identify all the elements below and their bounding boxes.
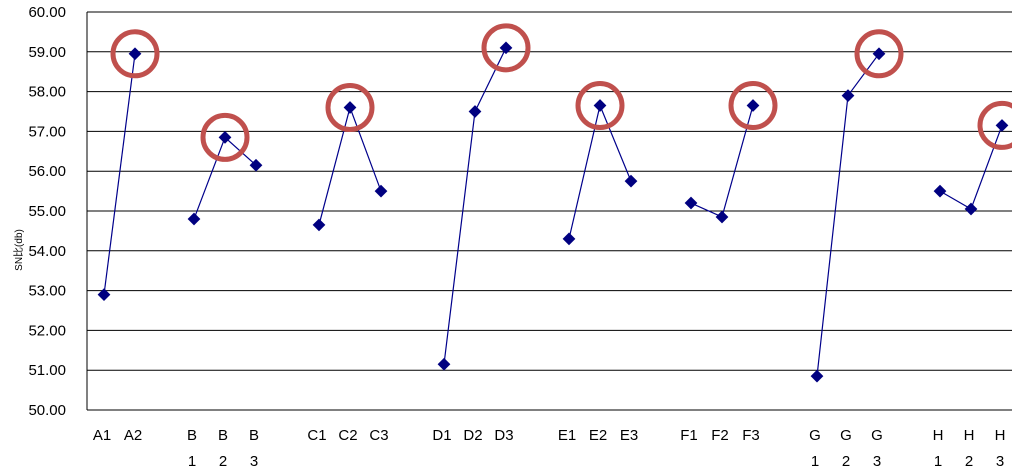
- highlight-circle: [325, 83, 375, 133]
- data-point: [343, 101, 357, 114]
- x-tick-label: F3: [742, 427, 760, 444]
- series-line: [939, 125, 1003, 210]
- series-line: [443, 47, 507, 365]
- data-point: [995, 119, 1009, 132]
- y-axis-label: SN比(db): [13, 229, 25, 271]
- x-tick-label: D3: [494, 427, 513, 444]
- y-tick-label: 50.00: [28, 402, 66, 419]
- data-point: [249, 158, 263, 172]
- y-tick-label: 58.00: [28, 84, 66, 101]
- highlight-circle: [728, 81, 778, 131]
- data-point: [715, 210, 729, 224]
- y-tick-label: 57.00: [28, 123, 66, 140]
- x-tick-label: F1: [680, 427, 698, 444]
- data-point: [128, 47, 142, 61]
- x-tick-label: E2: [589, 427, 607, 444]
- series-line: [318, 105, 382, 226]
- x-tick-label: C3: [369, 427, 388, 444]
- y-tick-label: 56.00: [28, 163, 66, 180]
- x-tick-label: E1: [558, 427, 576, 444]
- y-tick-label: 60.00: [28, 4, 66, 21]
- data-point: [218, 131, 232, 144]
- x-tick-label: C2: [338, 427, 357, 444]
- highlight-circle: [854, 29, 904, 79]
- x-tick-label: D2: [463, 427, 482, 444]
- highlight-circle: [200, 112, 250, 162]
- highlight-circle: [481, 23, 531, 73]
- highlight-circles: [110, 23, 1012, 162]
- series: [97, 41, 1009, 383]
- data-point: [593, 99, 607, 112]
- data-point: [374, 184, 388, 198]
- grid: [86, 11, 1012, 411]
- x-tick-label: C1: [307, 427, 326, 444]
- data-point: [468, 105, 482, 118]
- y-tick-label: 51.00: [28, 362, 66, 379]
- data-point: [810, 369, 824, 383]
- data-point: [872, 47, 886, 61]
- series-line: [103, 53, 136, 295]
- data-point: [187, 212, 201, 226]
- x-tick-labels: A1 A2 B 1 B 2 B 3 C1 C2 C3 D1 D2 D3 E1 E2 E3 F1 F2 F3 G 1 G 2 G 3…: [93, 427, 1006, 470]
- x-tick-label: A1: [93, 427, 111, 444]
- series-line: [816, 53, 880, 377]
- y-tick-label: 54.00: [28, 243, 66, 260]
- data-point: [499, 41, 513, 55]
- data-point: [312, 218, 326, 232]
- x-tick-label: F2: [711, 427, 729, 444]
- highlight-circle: [575, 81, 625, 131]
- data-point: [97, 288, 111, 301]
- data-point: [437, 357, 451, 371]
- x-tick-label: D1: [432, 427, 451, 444]
- data-point: [562, 232, 576, 246]
- data-point: [964, 202, 978, 216]
- data-point: [933, 184, 947, 198]
- y-tick-label: 55.00: [28, 203, 66, 220]
- y-tick-labels: 50.00 51.00 52.00 53.00 54.00 55.00 56.00 57.00…: [28, 4, 66, 419]
- y-tick-label: 52.00: [28, 322, 66, 339]
- series-line: [690, 105, 754, 218]
- y-tick-label: 53.00: [28, 283, 66, 300]
- series-line: [193, 136, 257, 220]
- highlight-circle: [977, 100, 1012, 150]
- data-point: [746, 99, 760, 112]
- data-point: [684, 196, 698, 210]
- data-point: [624, 174, 638, 188]
- y-tick-label: 59.00: [28, 44, 66, 61]
- highlight-circle: [110, 29, 160, 79]
- x-tick-label: E3: [620, 427, 638, 444]
- x-tick-label: A2: [124, 427, 142, 444]
